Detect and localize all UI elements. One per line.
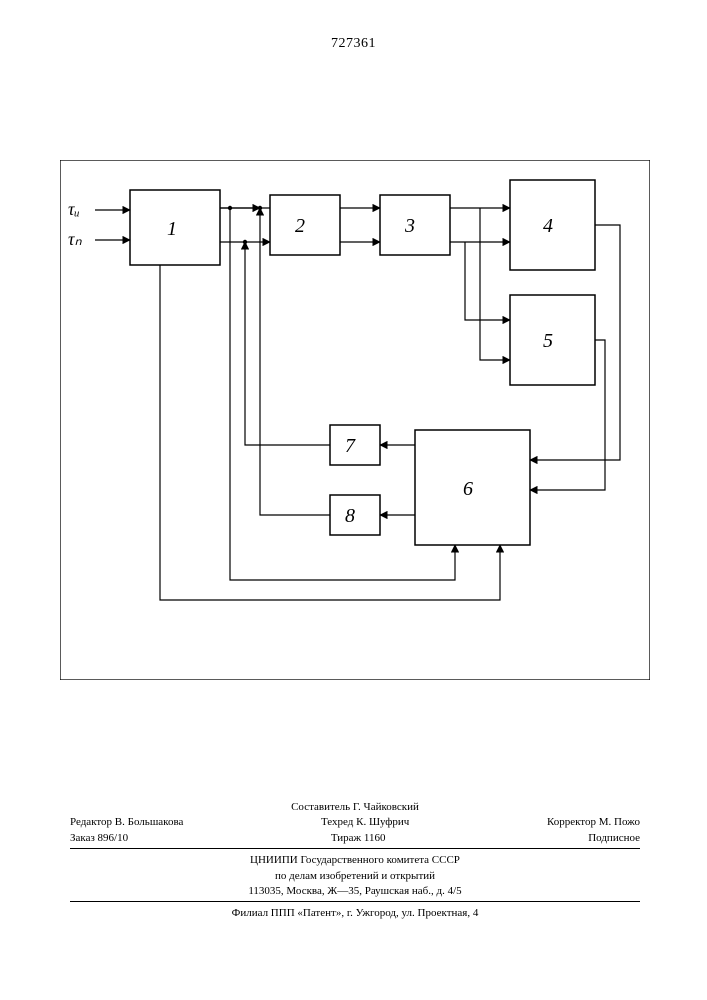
footer-compiler: Составитель Г. Чайковский: [291, 800, 419, 815]
block-3: [380, 195, 450, 255]
blocks-group: 1 2 3 4 5 6 7 8: [130, 180, 595, 545]
block-8: [330, 495, 380, 535]
block-label-6: 6: [463, 478, 473, 500]
footer-org-3: 113035, Москва, Ж—35, Раушская наб., д. …: [70, 884, 640, 899]
block-label-4: 4: [543, 215, 553, 237]
footer-org-2: по делам изобретений и открытий: [70, 869, 640, 884]
block-diagram: 1 2 3 4 5 6 7 8 τᵤ τₙ: [60, 160, 650, 680]
document-number: 727361: [0, 36, 707, 52]
footer-order: Заказ 896/10: [70, 831, 128, 846]
page: 727361 1 2 3 4 5 6 7 8 τᵤ τₙ Составитель Г. Чайк…: [0, 0, 707, 1000]
block-label-3: 3: [404, 215, 415, 237]
inputs-group: τᵤ τₙ: [68, 199, 130, 249]
footer-tehred: Техред К. Шуфрич: [321, 815, 409, 830]
block-label-2: 2: [295, 215, 305, 237]
footer: Составитель Г. Чайковский Редактор В. Бо…: [70, 800, 640, 922]
input-label-0: τᵤ: [68, 199, 80, 219]
junction-dot: [243, 240, 247, 244]
diagram-svg: 1 2 3 4 5 6 7 8 τᵤ τₙ: [60, 160, 650, 680]
junction-dot: [258, 206, 262, 210]
wire-13: [245, 242, 330, 445]
block-label-7: 7: [345, 435, 356, 457]
block-label-5: 5: [543, 330, 553, 352]
block-7: [330, 425, 380, 465]
block-label-8: 8: [345, 505, 355, 527]
wire-8: [480, 208, 510, 360]
footer-tirazh: Тираж 1160: [331, 831, 386, 846]
footer-rule-2: [70, 901, 640, 902]
wire-7: [465, 242, 510, 320]
footer-org-1: ЦНИИПИ Государственного комитета СССР: [70, 853, 640, 868]
block-label-1: 1: [167, 218, 177, 240]
footer-rule-1: [70, 848, 640, 849]
footer-subscription: Подписное: [588, 831, 640, 846]
input-label-1: τₙ: [68, 229, 82, 249]
block-2: [270, 195, 340, 255]
footer-editor: Редактор В. Большакова: [70, 815, 183, 830]
junction-dot: [228, 206, 232, 210]
footer-corrector: Корректор М. Пожо: [547, 815, 640, 830]
footer-org-4: Филиал ППП «Патент», г. Ужгород, ул. Про…: [70, 906, 640, 921]
